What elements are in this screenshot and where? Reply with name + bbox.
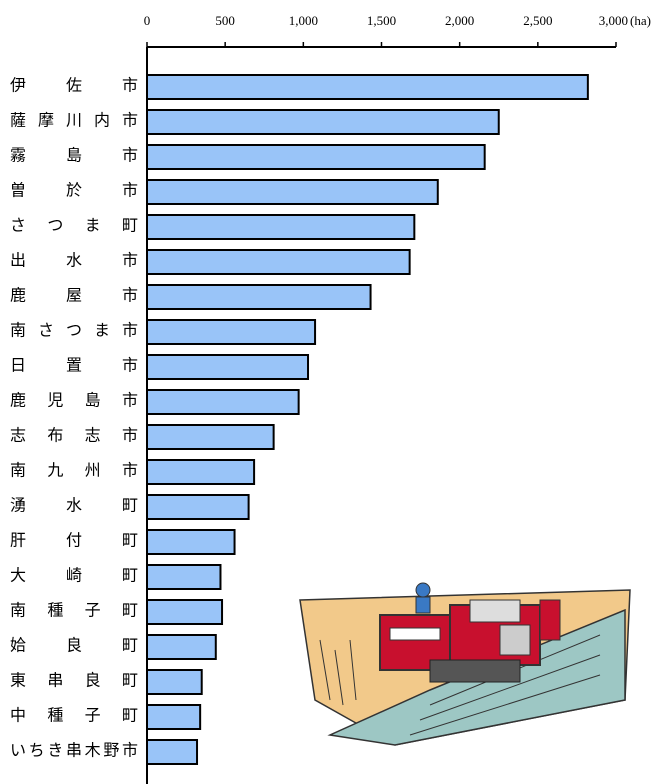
x-tick-label: 500	[215, 13, 235, 28]
x-tick-label: 3,000	[599, 13, 628, 28]
bar	[146, 144, 486, 170]
bar	[146, 354, 310, 380]
category-label: いちき串木野市	[10, 742, 138, 760]
x-tick-label: 1,000	[289, 13, 318, 28]
bar	[146, 529, 236, 555]
bar	[146, 424, 275, 450]
bar	[146, 214, 416, 240]
bar	[146, 494, 250, 520]
category-label: 霧島市	[10, 147, 138, 165]
category-label: 南九州市	[10, 462, 138, 480]
category-label: 湧水町	[10, 497, 138, 515]
category-label: 南さつま市	[10, 322, 138, 340]
category-label: 鹿児島市	[10, 392, 138, 410]
bar	[146, 109, 500, 135]
category-label: 大崎町	[10, 567, 138, 585]
category-label: 東串良町	[10, 672, 138, 690]
category-label: 出水市	[10, 252, 138, 270]
category-label: 薩摩川内市	[10, 112, 138, 130]
category-label: さつま町	[10, 217, 138, 235]
bar	[146, 179, 439, 205]
category-label: 日置市	[10, 357, 138, 375]
bar	[146, 319, 317, 345]
bar	[146, 74, 589, 100]
bar	[146, 739, 199, 765]
category-label: 曽於市	[10, 182, 138, 200]
bar	[146, 459, 256, 485]
unit-label: (ha)	[630, 13, 651, 28]
bar	[146, 564, 222, 590]
bar	[146, 704, 202, 730]
bar	[146, 634, 217, 660]
bar	[146, 599, 224, 625]
category-label: 志布志市	[10, 427, 138, 445]
bar	[146, 249, 411, 275]
bar	[146, 389, 300, 415]
category-label: 南種子町	[10, 602, 138, 620]
category-label: 中種子町	[10, 707, 138, 725]
bar	[146, 669, 203, 695]
x-tick-label: 2,500	[523, 13, 552, 28]
x-tick-label: 0	[144, 13, 151, 28]
category-label: 鹿屋市	[10, 287, 138, 305]
category-label: 肝付町	[10, 532, 138, 550]
category-label: 姶良町	[10, 637, 138, 655]
x-tick-label: 2,000	[445, 13, 474, 28]
category-label: 伊佐市	[10, 77, 138, 95]
illustration	[299, 582, 631, 746]
bar	[146, 284, 372, 310]
x-tick-label: 1,500	[367, 13, 396, 28]
